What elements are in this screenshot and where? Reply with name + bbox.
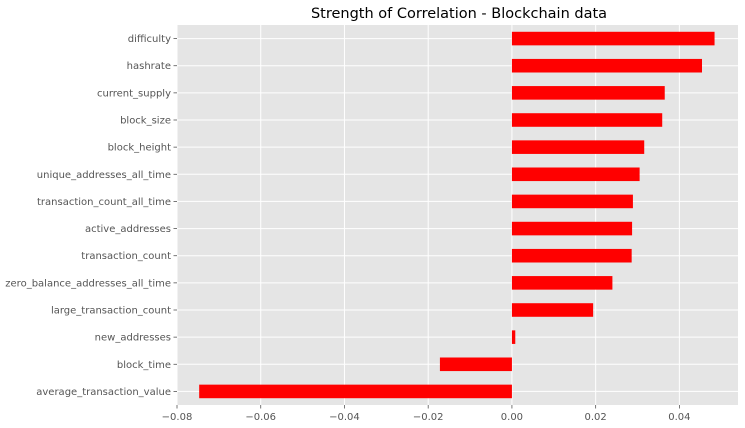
bar-block-time [439, 357, 512, 372]
x-tick-labels: −0.08 −0.06 −0.04 −0.02 0.00 0.02 0.04 [162, 405, 691, 423]
x-tick-label: 0.00 [501, 412, 523, 423]
category-label: zero_balance_addresses_all_time [5, 278, 171, 289]
category-label: block_height [108, 143, 171, 154]
category-label: block_time [117, 360, 171, 371]
bar-difficulty [511, 31, 715, 46]
bar-large-transaction-count [511, 303, 594, 317]
bars [199, 31, 715, 399]
bar-zero-balance-addresses-all-time [511, 276, 613, 290]
bar-average-transaction-value [199, 384, 512, 399]
category-label: transaction_count [81, 251, 171, 262]
category-label: large_transaction_count [51, 306, 171, 317]
x-tick-label: −0.04 [329, 412, 360, 423]
x-tick-label: −0.02 [413, 412, 444, 423]
bar-new-addresses [511, 330, 516, 344]
x-tick-label: 0.04 [668, 412, 690, 423]
category-labels: difficulty hashrate current_supply block_si… [5, 34, 177, 398]
category-label: difficulty [128, 34, 171, 45]
category-label: active_addresses [85, 224, 171, 235]
x-tick-label: −0.08 [162, 412, 193, 423]
category-label: average_transaction_value [36, 387, 171, 398]
bar-hashrate [511, 58, 702, 73]
bar-block-size [511, 113, 663, 127]
x-tick-label: −0.06 [245, 412, 276, 423]
category-label: transaction_count_all_time [37, 197, 171, 208]
bar-unique-addresses-all-time [511, 167, 640, 182]
chart-title: Strength of Correlation - Blockchain dat… [311, 6, 607, 22]
x-tick-label: 0.02 [585, 412, 607, 423]
category-label: unique_addresses_all_time [37, 170, 171, 181]
bar-transaction-count-all-time [511, 194, 633, 209]
category-label: current_supply [97, 88, 171, 99]
category-label: new_addresses [95, 333, 171, 344]
bar-block-height [511, 140, 645, 154]
bar-active-addresses [511, 221, 633, 236]
category-label: block_size [120, 116, 171, 127]
bar-current-supply [511, 86, 665, 100]
bar-transaction-count [511, 248, 632, 263]
category-label: hashrate [127, 61, 171, 72]
